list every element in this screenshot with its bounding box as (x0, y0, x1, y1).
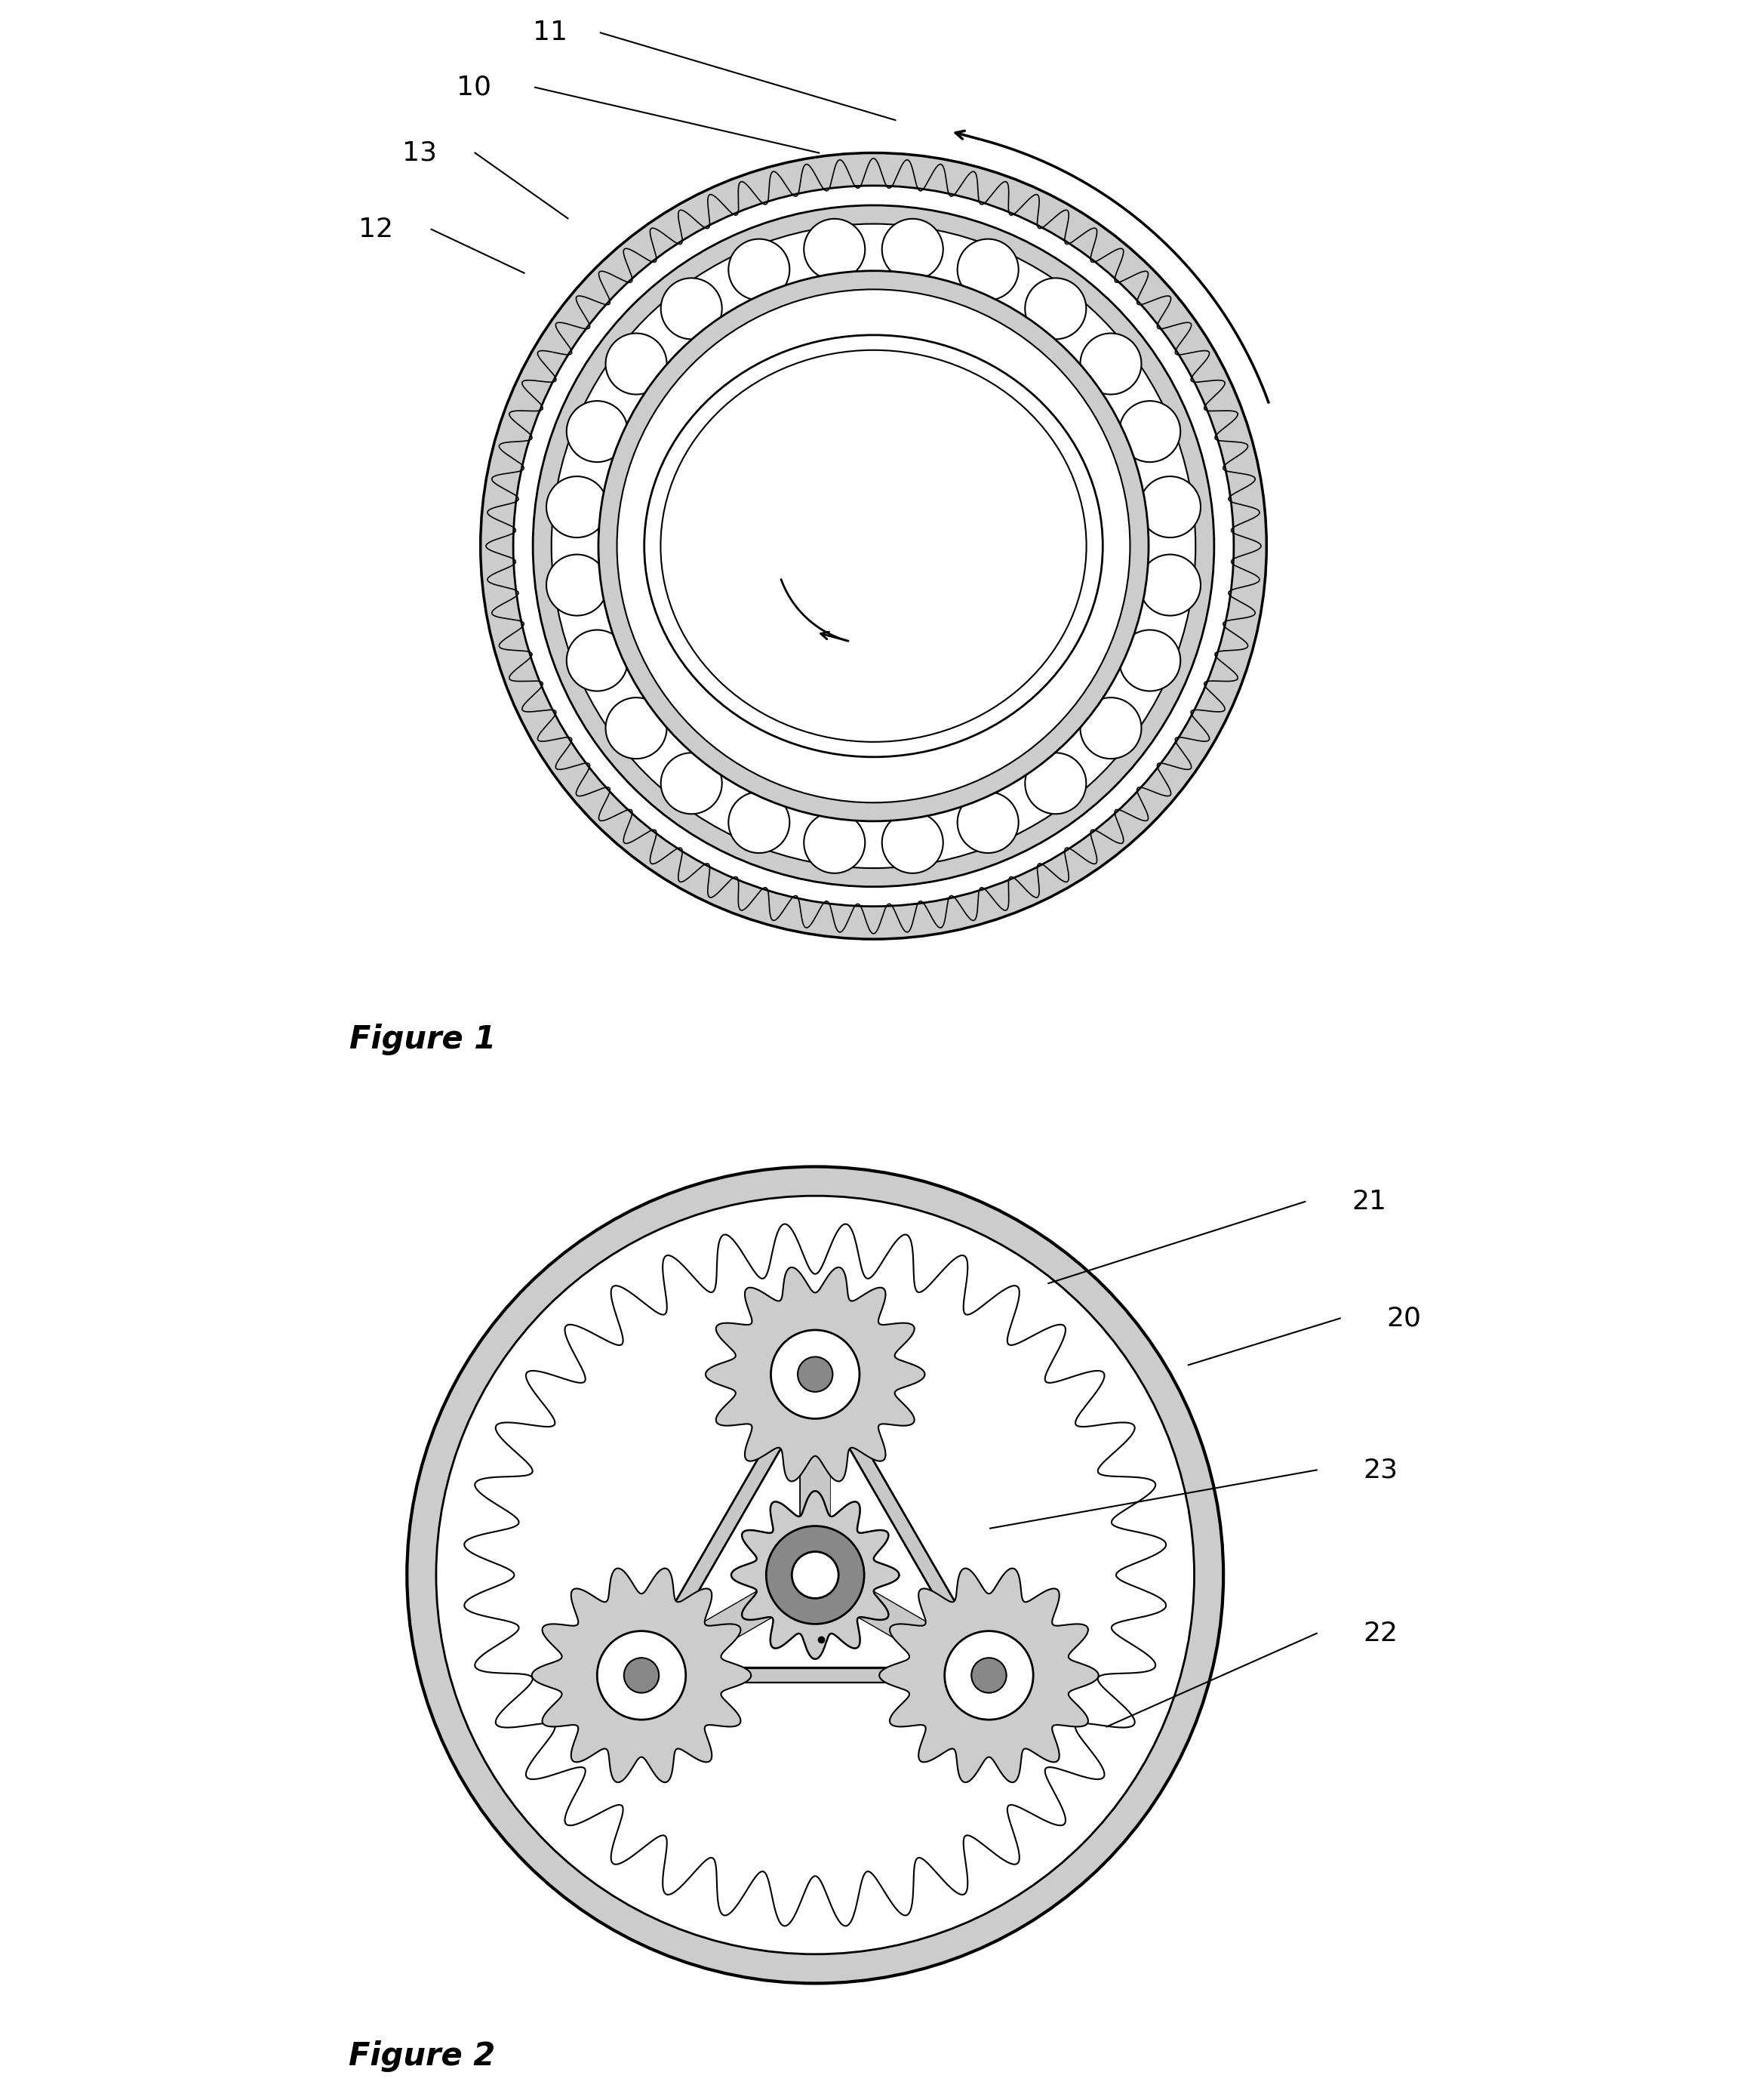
Circle shape (606, 334, 667, 395)
Ellipse shape (645, 336, 1102, 756)
Circle shape (599, 271, 1148, 821)
Circle shape (660, 277, 722, 340)
Circle shape (1120, 401, 1181, 462)
Circle shape (882, 813, 943, 874)
Circle shape (791, 1552, 839, 1598)
Circle shape (957, 239, 1019, 300)
Circle shape (566, 630, 627, 691)
Circle shape (957, 792, 1019, 853)
Circle shape (547, 477, 608, 538)
Circle shape (945, 1632, 1032, 1720)
Circle shape (660, 752, 722, 815)
Text: 20: 20 (1387, 1306, 1422, 1331)
Circle shape (767, 1527, 865, 1623)
Circle shape (437, 1195, 1195, 1955)
Circle shape (798, 1357, 833, 1392)
Circle shape (407, 1168, 1223, 1982)
Circle shape (804, 218, 865, 279)
Text: 21: 21 (1352, 1189, 1387, 1214)
Text: 23: 23 (1363, 1457, 1398, 1483)
Text: 13: 13 (402, 141, 437, 166)
Circle shape (1025, 752, 1087, 815)
Polygon shape (706, 1266, 924, 1480)
Circle shape (728, 792, 790, 853)
Text: 10: 10 (456, 74, 491, 101)
Circle shape (514, 185, 1233, 907)
Text: Figure 2: Figure 2 (349, 2039, 494, 2073)
Circle shape (728, 239, 790, 300)
Circle shape (1025, 277, 1087, 340)
Circle shape (804, 813, 865, 874)
Circle shape (597, 1632, 687, 1720)
Circle shape (1139, 554, 1200, 615)
Polygon shape (732, 1491, 900, 1659)
Circle shape (1080, 334, 1141, 395)
Circle shape (566, 401, 627, 462)
Circle shape (1139, 477, 1200, 538)
Circle shape (624, 1657, 659, 1693)
Polygon shape (879, 1569, 1099, 1783)
Text: Figure 1: Figure 1 (349, 1023, 496, 1054)
Circle shape (1080, 697, 1141, 758)
Text: 22: 22 (1363, 1621, 1398, 1646)
Circle shape (606, 697, 667, 758)
Polygon shape (531, 1569, 751, 1783)
Circle shape (971, 1657, 1006, 1693)
Circle shape (617, 290, 1130, 802)
Circle shape (552, 225, 1195, 867)
Circle shape (480, 153, 1267, 939)
Ellipse shape (660, 351, 1087, 741)
Circle shape (547, 554, 608, 615)
Circle shape (533, 206, 1214, 886)
Circle shape (770, 1329, 860, 1420)
Circle shape (882, 218, 943, 279)
Text: 11: 11 (533, 19, 568, 46)
Circle shape (1120, 630, 1181, 691)
Text: 12: 12 (358, 216, 393, 242)
